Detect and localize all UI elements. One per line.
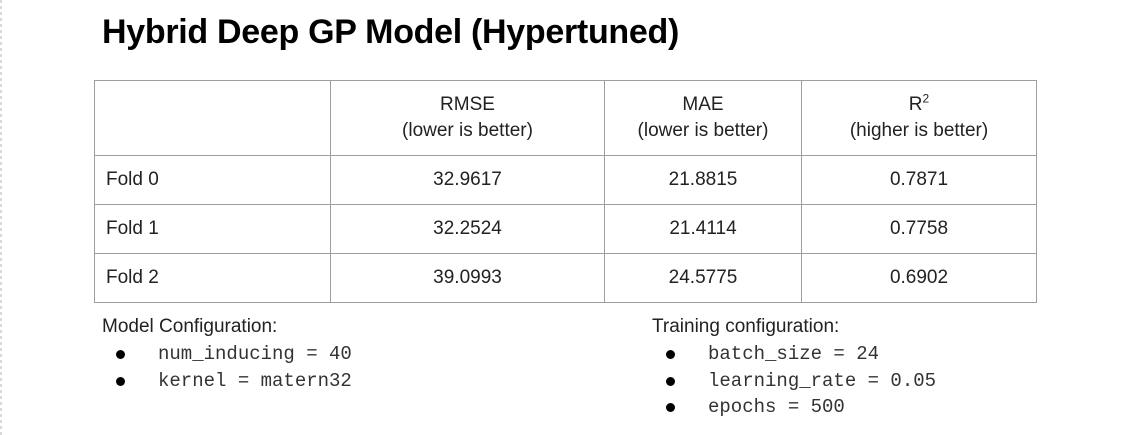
model-config-section: Model Configuration: num_inducing = 40 k…	[102, 316, 352, 394]
mae-value: 24.5775	[604, 253, 802, 303]
training-config-item: learning_rate = 0.05	[708, 369, 937, 392]
header-mae-note: (lower is better)	[637, 120, 769, 141]
bullet-icon	[116, 350, 125, 359]
header-rmse-name: RMSE	[440, 94, 495, 115]
header-r2-name-wrap: R2	[802, 92, 1036, 118]
row-label: Fold 0	[94, 155, 331, 205]
model-config-title: Model Configuration:	[102, 316, 278, 337]
row-label: Fold 1	[94, 204, 331, 254]
model-config-item: kernel = matern32	[158, 369, 352, 392]
header-mae: MAE (lower is better)	[604, 80, 802, 156]
table-row: Fold 1 32.2524 21.4114 0.7758	[94, 204, 1037, 254]
rmse-value: 32.9617	[330, 155, 605, 205]
header-r2-name: R	[908, 94, 923, 115]
table-row: Fold 0 32.9617 21.8815 0.7871	[94, 155, 1037, 205]
bullet-icon	[666, 350, 675, 359]
bullet-icon	[116, 376, 125, 386]
list-item: kernel = matern32	[102, 368, 352, 395]
r2-value: 0.7871	[801, 155, 1037, 205]
model-config-list: num_inducing = 40 kernel = matern32	[102, 341, 352, 394]
mae-value: 21.8815	[604, 155, 802, 205]
row-label: Fold 2	[94, 253, 331, 303]
header-empty-cell	[94, 80, 331, 156]
header-r2: R2 (higher is better)	[801, 80, 1037, 156]
table-header-row: RMSE (lower is better) MAE (lower is bet…	[94, 80, 1037, 156]
bullet-icon	[666, 403, 675, 412]
r2-value: 0.6902	[801, 253, 1037, 303]
training-config-item: epochs = 500	[708, 396, 845, 418]
header-r2-superscript: 2	[922, 91, 930, 106]
page-title: Hybrid Deep GP Model (Hypertuned)	[102, 13, 679, 51]
header-rmse-note: (lower is better)	[402, 120, 533, 141]
list-item: epochs = 500	[652, 394, 936, 421]
header-rmse: RMSE (lower is better)	[330, 80, 605, 156]
header-r2-note: (higher is better)	[849, 120, 989, 141]
table-row: Fold 2 39.0993 24.5775 0.6902	[94, 253, 1037, 303]
results-table: RMSE (lower is better) MAE (lower is bet…	[94, 80, 1037, 303]
rmse-value: 39.0993	[330, 253, 605, 303]
training-config-section: Training configuration: batch_size = 24 …	[652, 316, 936, 421]
list-item: learning_rate = 0.05	[652, 368, 936, 395]
bullet-icon	[666, 376, 675, 386]
list-item: batch_size = 24	[652, 341, 936, 368]
training-config-title: Training configuration:	[652, 316, 840, 337]
page-edge-divider	[0, 0, 2, 435]
r2-value: 0.7758	[801, 204, 1037, 254]
mae-value: 21.4114	[604, 204, 802, 254]
rmse-value: 32.2524	[330, 204, 605, 254]
header-mae-name: MAE	[682, 94, 724, 115]
training-config-item: batch_size = 24	[708, 343, 880, 365]
model-config-item: num_inducing = 40	[158, 343, 352, 365]
training-config-list: batch_size = 24 learning_rate = 0.05 epo…	[652, 341, 936, 421]
list-item: num_inducing = 40	[102, 341, 352, 368]
